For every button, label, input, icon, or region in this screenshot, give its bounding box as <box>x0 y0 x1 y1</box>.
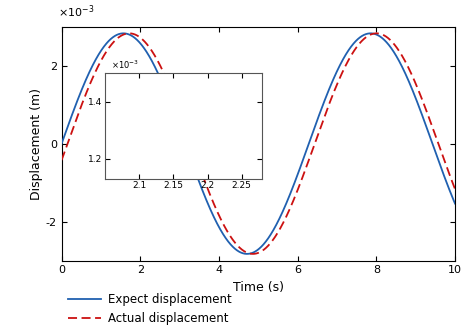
X-axis label: Time (s): Time (s) <box>233 281 284 294</box>
Y-axis label: Displacement (m): Displacement (m) <box>30 88 43 200</box>
Bar <box>142 85 151 100</box>
Legend: Expect displacement, Actual displacement: Expect displacement, Actual displacement <box>67 293 231 325</box>
Text: $\times 10^{-3}$: $\times 10^{-3}$ <box>58 3 94 20</box>
